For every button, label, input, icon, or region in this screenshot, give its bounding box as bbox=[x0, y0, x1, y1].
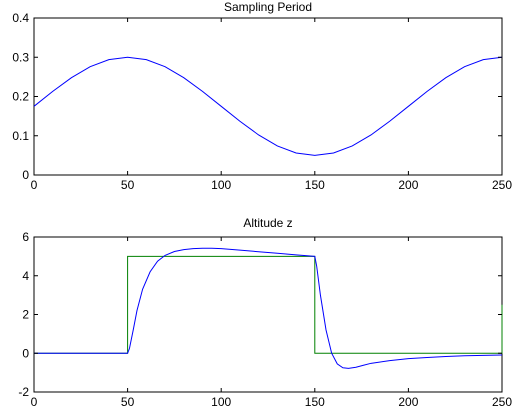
altitude-xtick-label: 150 bbox=[305, 395, 325, 409]
altitude-ytick-label: 4 bbox=[22, 269, 29, 283]
sampling-period-xtick-label: 150 bbox=[305, 178, 325, 192]
sampling-period-xtick-label: 50 bbox=[121, 178, 135, 192]
sampling-period-series-line-0 bbox=[33, 56, 503, 156]
sampling-period-ytick-label: 0.1 bbox=[12, 129, 29, 143]
sampling-period-ytick-label: 0.2 bbox=[12, 90, 29, 104]
sampling-period-plot-area bbox=[33, 17, 503, 176]
sampling-period-ticks: 0 50 100 150 200 250 0 0.1 0.2 0.3 0.4 bbox=[12, 11, 512, 192]
altitude-xtick-label: 0 bbox=[31, 395, 38, 409]
sampling-period-xtick-label: 0 bbox=[31, 178, 38, 192]
altitude-ytick-label: 2 bbox=[22, 308, 29, 322]
altitude-ytick-label: 0 bbox=[22, 346, 29, 360]
altitude-plot-area bbox=[33, 236, 503, 393]
sampling-period-axes: Sampling Period 0 50 100 150 200 250 0 0.1 0.2 0.… bbox=[12, 0, 512, 192]
sampling-period-ytick-label: 0 bbox=[22, 168, 29, 182]
sampling-period-xtick-label: 100 bbox=[211, 178, 231, 192]
altitude-xtick-label: 200 bbox=[398, 395, 418, 409]
altitude-ytick-label: -2 bbox=[18, 385, 29, 399]
altitude-title: Altitude z bbox=[243, 216, 292, 230]
altitude-xtick-label: 250 bbox=[492, 395, 512, 409]
altitude-xtick-label: 100 bbox=[211, 395, 231, 409]
altitude-xtick-label: 50 bbox=[121, 395, 135, 409]
sampling-period-xtick-label: 250 bbox=[492, 178, 512, 192]
altitude-series-line-1 bbox=[34, 247, 503, 369]
sampling-period-ytick-label: 0.3 bbox=[12, 50, 29, 64]
sampling-period-lines bbox=[33, 56, 503, 156]
sampling-period-title: Sampling Period bbox=[224, 0, 312, 14]
sampling-period-ytick-label: 0.4 bbox=[12, 11, 29, 25]
altitude-ytick-label: 6 bbox=[22, 230, 29, 244]
sampling-period-xtick-label: 200 bbox=[398, 178, 418, 192]
